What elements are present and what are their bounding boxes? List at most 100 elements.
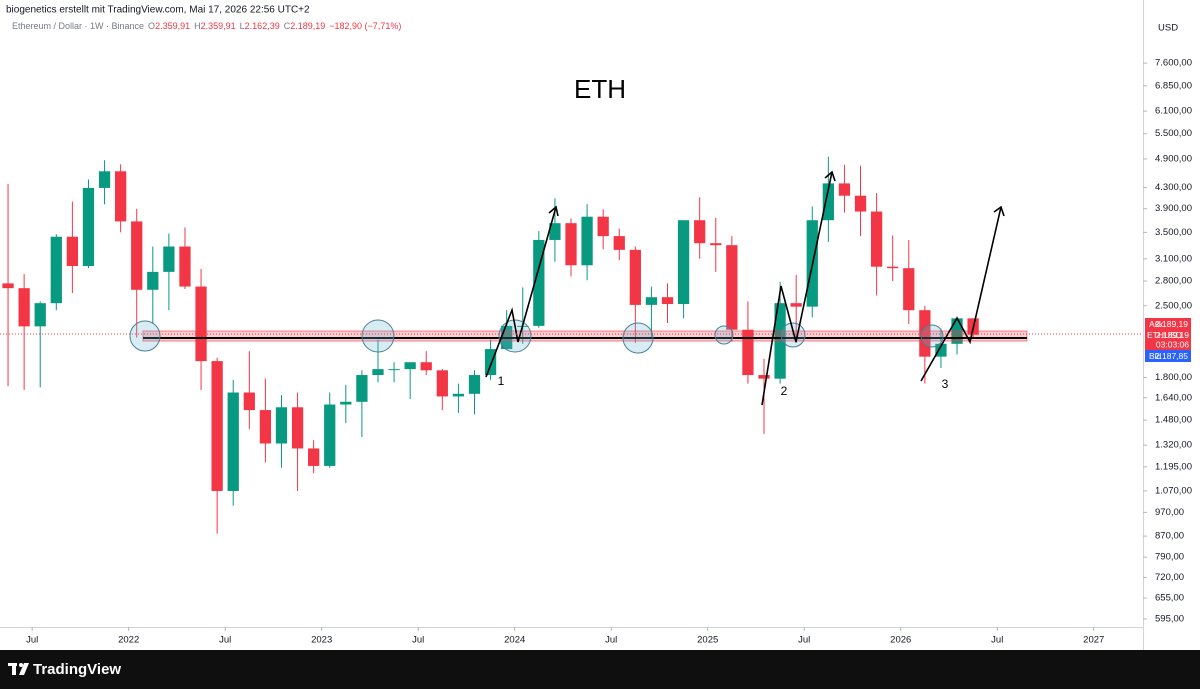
candle-body [581, 216, 593, 266]
candle-body [790, 303, 802, 307]
candle-body [677, 220, 690, 305]
annotation: 2 [781, 384, 788, 398]
ask-box [1145, 318, 1191, 330]
x-tick-label: Jul [798, 635, 810, 646]
symbol-label: ETHUSD [1147, 330, 1182, 340]
candle-body [838, 183, 851, 196]
ohlc-value: 2.162,39 [245, 21, 280, 31]
candle-body [565, 223, 577, 266]
candle-body [533, 239, 545, 326]
circle [714, 325, 734, 345]
chart-title: ETH [574, 74, 626, 104]
y-tick-label: 1.195,00 [1155, 461, 1192, 472]
change: −182,90 (−7,71%) [329, 21, 401, 31]
candle-body [645, 297, 658, 305]
x-tick-label: 2024 [504, 635, 525, 646]
candle-body [227, 392, 239, 491]
circle [780, 322, 806, 348]
ohlc-key: C [284, 21, 291, 31]
logo-part [19, 663, 23, 667]
candle-body [243, 392, 255, 411]
candle-body [452, 393, 465, 397]
circles [129, 319, 944, 354]
last-price: 2.189,19 [1156, 330, 1189, 340]
arrow-head [824, 170, 836, 182]
candle-body [420, 362, 432, 371]
candle-body [919, 310, 931, 357]
y-tick-label: 655,00 [1155, 593, 1184, 604]
circle [622, 322, 654, 354]
y-tick-label: 1.800,00 [1155, 372, 1192, 383]
x-axis: Jul 2022 Jul 2023 Jul 2024 Jul 2025 Jul 2026 Jul 20… [26, 627, 1104, 646]
x-tick-label: 2027 [1083, 635, 1104, 646]
candle-body [758, 375, 770, 379]
candle-body [887, 266, 899, 269]
x-tick-label: Jul [219, 635, 231, 646]
candle-body [935, 343, 947, 357]
x-tick-label: 2022 [118, 635, 139, 646]
legend: Ethereum / Dollar · 1W · Binance O2.359,9… [12, 21, 401, 31]
ask-price: 2.189,19 [1155, 319, 1188, 329]
drawings [129, 170, 1028, 406]
bid-price: 2.187,85 [1155, 351, 1188, 361]
y-tick-label: 790,00 [1155, 552, 1184, 563]
ohlc-key: L [240, 21, 245, 31]
candle-body [404, 362, 416, 370]
candle-body [147, 271, 159, 290]
candle-body [82, 187, 95, 266]
last-box [1145, 330, 1191, 350]
y-tick-label: 1.640,00 [1155, 392, 1192, 403]
candle-body [2, 283, 14, 289]
candle-body [163, 246, 175, 272]
candle-body [388, 369, 400, 371]
candle-body [710, 243, 722, 246]
x-tick-label: 2026 [890, 635, 911, 646]
ohlc-value: 2.359,91 [201, 21, 236, 31]
candle-body [195, 286, 207, 362]
ohlc-value: 2.189,19 [290, 21, 325, 31]
candle-body [742, 329, 754, 376]
candle-body [50, 236, 62, 304]
candle-body [131, 221, 143, 290]
annotation: 1 [498, 374, 505, 388]
candle-body [549, 223, 561, 240]
candle-body [597, 216, 609, 237]
credit: biogenetics erstellt mit TradingView.com… [6, 5, 310, 16]
y-tick-label: 595,00 [1155, 614, 1184, 625]
x-tick-label: 2023 [311, 635, 332, 646]
candle-body [613, 236, 625, 250]
candle-body [726, 245, 738, 330]
countdown: 03:03:06 [1156, 339, 1189, 349]
x-tick-label: Jul [605, 635, 617, 646]
brand: TradingView [33, 661, 121, 678]
candle-body [340, 401, 352, 405]
currency: USD [1158, 23, 1178, 34]
ask-name: Ask [1149, 319, 1164, 329]
candle-body [822, 183, 834, 221]
y-tick-label: 5.500,00 [1155, 128, 1192, 139]
candle-body [259, 410, 272, 444]
y-tick-label: 720,00 [1155, 572, 1184, 583]
y-tick-label: 3.900,00 [1155, 203, 1192, 214]
candle-body [372, 369, 384, 376]
candle-body [661, 297, 674, 305]
price-labels: Ask 2.189,19 ETHUSD 2.189,19 03:03:06 Bi… [1145, 318, 1191, 362]
circle [920, 324, 944, 348]
arrow [485, 206, 557, 378]
ohlc-key: O [148, 21, 155, 31]
x-tick-label: Jul [991, 635, 1003, 646]
arrow-head [993, 205, 1005, 217]
ohlc-value: 2.359,91 [155, 21, 190, 31]
footer [0, 650, 1200, 689]
y-tick-label: 1.070,00 [1155, 485, 1192, 496]
bid-box [1145, 350, 1191, 362]
candle-body [870, 211, 883, 267]
y-tick-label: 7.600,00 [1155, 58, 1192, 69]
y-tick-label: 6.100,00 [1155, 106, 1192, 117]
candle-body [66, 236, 79, 266]
circle [129, 320, 161, 352]
arrow-head [548, 205, 559, 217]
candle-body [115, 171, 127, 222]
x-tick-label: 2025 [697, 635, 718, 646]
